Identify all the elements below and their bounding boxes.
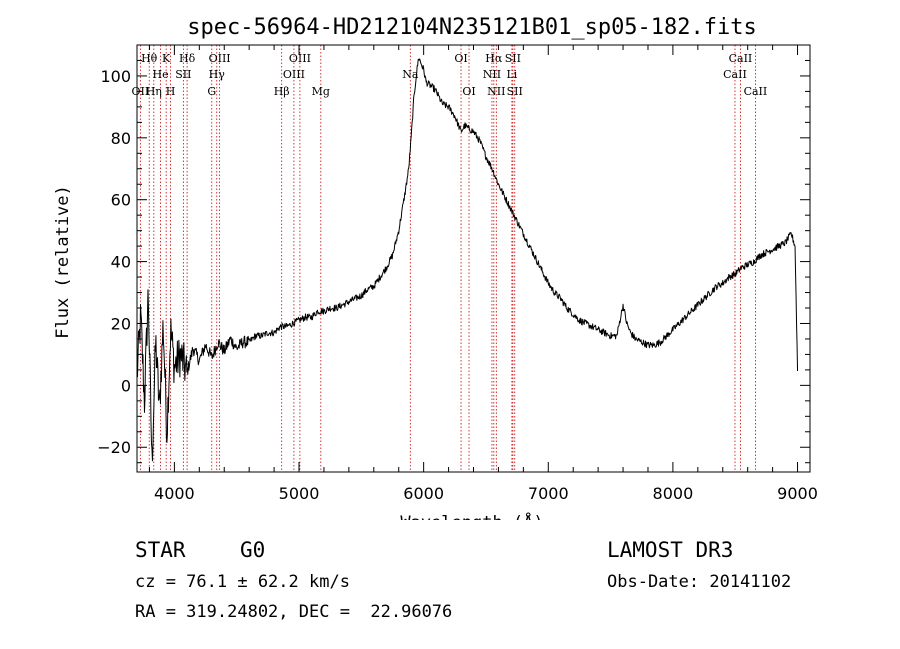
line-marker-label: SII <box>505 52 521 65</box>
y-axis: −20 0 20 40 60 80 100 <box>97 59 810 464</box>
line-marker-label: OI <box>462 85 475 98</box>
spectrum-line <box>136 58 799 462</box>
line-marker-label: Hδ <box>179 52 196 65</box>
spectrum-series <box>136 58 799 462</box>
x-tick-label: 4000 <box>154 484 195 503</box>
line-marker-labels: OIIHθHηHeKHSIIHδGHγOIIIHβOIIIOIIIMgNaOIO… <box>132 52 768 98</box>
y-tick-label: 40 <box>111 253 131 272</box>
line-marker-label: CaII <box>744 85 768 98</box>
line-marker-label: NII <box>483 68 501 81</box>
line-markers <box>139 45 756 472</box>
line-marker-label: Na <box>402 68 419 81</box>
line-marker-label: SII <box>507 85 523 98</box>
x-tick-label: 9000 <box>777 484 818 503</box>
x-axis-label: Wavelength (Å) <box>400 511 543 520</box>
y-tick-label: 100 <box>100 67 131 86</box>
x-axis: 4000 5000 6000 7000 8000 9000 <box>148 45 818 503</box>
y-tick-label: 0 <box>121 376 131 395</box>
line-marker-label: Hη <box>146 85 162 98</box>
chart-title: spec-56964-HD212104N235121B01_sp05-182.f… <box>187 15 757 40</box>
coordinates: RA = 319.24802, DEC = 22.96076 <box>135 602 453 622</box>
object-type: STAR <box>135 538 186 562</box>
y-tick-label: 20 <box>111 314 131 333</box>
line-marker-label: Mg <box>312 85 330 98</box>
line-marker-label: OIII <box>209 52 231 65</box>
x-tick-label: 7000 <box>528 484 569 503</box>
line-marker-label: K <box>162 52 171 65</box>
line-marker-label: He <box>153 68 169 81</box>
plot-frame <box>136 44 811 473</box>
line-marker-label: H <box>166 85 176 98</box>
line-marker-label: G <box>207 85 216 98</box>
line-marker-label: Hγ <box>209 68 226 81</box>
line-marker-label: NII <box>487 85 505 98</box>
x-tick-label: 6000 <box>403 484 444 503</box>
redshift-velocity: cz = 76.1 ± 62.2 km/s <box>135 572 350 592</box>
subclass: G0 <box>240 538 266 562</box>
line-marker-label: CaII <box>723 68 747 81</box>
y-tick-label: −20 <box>97 438 131 457</box>
line-marker-label: CaII <box>729 52 753 65</box>
line-marker-label: OIII <box>289 52 311 65</box>
x-tick-label: 5000 <box>279 484 320 503</box>
observation-date: Obs-Date: 20141102 <box>607 572 792 592</box>
line-marker-label: OI <box>454 52 467 65</box>
line-marker-label: SII <box>175 68 191 81</box>
x-tick-label: 8000 <box>653 484 694 503</box>
line-marker-label: Hα <box>485 52 503 65</box>
line-marker-label: Hβ <box>274 85 290 98</box>
line-marker-label: OIII <box>283 68 305 81</box>
y-axis-label: Flux (relative) <box>53 185 73 339</box>
line-marker-label: Hθ <box>141 52 158 65</box>
spectrum-chart: spec-56964-HD212104N235121B01_sp05-182.f… <box>53 15 818 520</box>
survey-name: LAMOST DR3 <box>607 538 734 562</box>
y-tick-label: 60 <box>111 191 131 210</box>
y-tick-label: 80 <box>111 129 131 148</box>
line-marker-label: Li <box>506 68 517 81</box>
